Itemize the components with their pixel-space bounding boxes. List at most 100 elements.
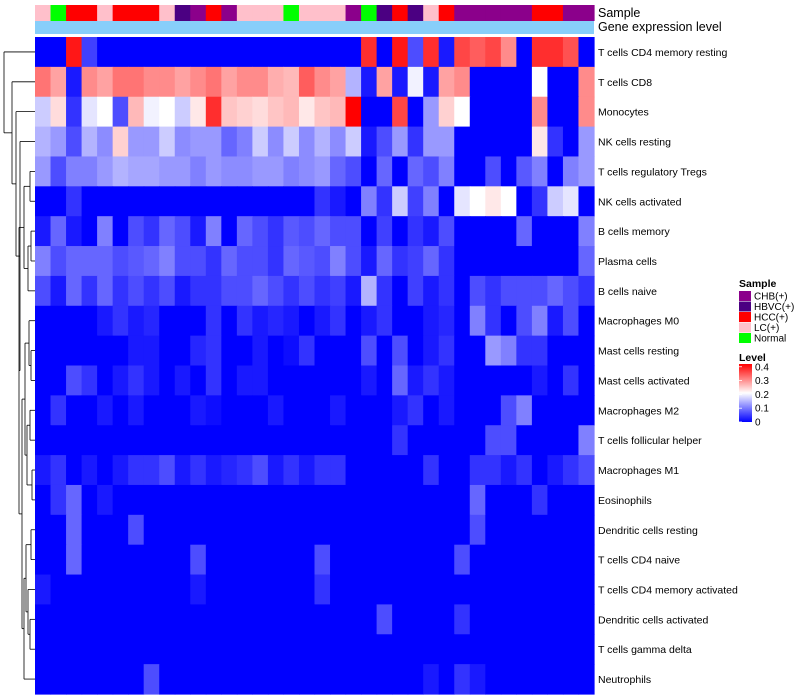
heatmap-cell (547, 484, 564, 516)
heatmap-cell (205, 455, 222, 486)
heatmap-cell (190, 664, 207, 695)
heatmap-cell (531, 96, 549, 128)
sample-annotation-cell (314, 5, 331, 21)
heatmap-cell (174, 664, 191, 695)
heatmap-cell (81, 37, 98, 68)
heatmap-cell (267, 574, 285, 606)
heatmap-cell (407, 335, 424, 367)
heatmap-cell (81, 425, 98, 456)
heatmap-cell (143, 514, 160, 546)
heatmap-cell (500, 156, 517, 187)
heatmap-cell (578, 305, 595, 337)
heatmap-cell (66, 664, 83, 695)
heatmap-cell (562, 126, 580, 158)
heatmap-cell (330, 574, 347, 606)
heatmap-cell (562, 37, 580, 68)
heatmap-cell (143, 544, 160, 576)
heatmap-cell (469, 634, 486, 665)
heatmap-cell (128, 634, 145, 665)
heatmap-cell (205, 335, 222, 367)
heatmap-cell (361, 216, 378, 247)
heatmap-cell (330, 186, 347, 217)
heatmap-cell (159, 335, 176, 367)
heatmap-cell (516, 126, 533, 158)
heatmap-cell (50, 216, 67, 247)
heatmap-cell (314, 156, 331, 187)
heatmap-cell (578, 275, 595, 307)
heatmap-cell (97, 425, 114, 456)
heatmap-cell (252, 96, 269, 128)
level-legend-tick-label: 0 (755, 418, 761, 429)
heatmap-cell (438, 66, 455, 98)
heatmap-cell (190, 604, 207, 635)
heatmap-cell (298, 544, 316, 576)
heatmap-cell (531, 37, 549, 68)
heatmap-cell (128, 574, 145, 606)
heatmap-cell (361, 604, 378, 635)
heatmap-cell (50, 335, 67, 367)
heatmap-cell (190, 275, 207, 307)
heatmap-cell (547, 37, 564, 68)
heatmap-cell (454, 544, 471, 576)
heatmap-cell (252, 126, 269, 158)
heatmap-cell (236, 126, 253, 158)
heatmap-cell (438, 425, 455, 456)
heatmap-cell (128, 514, 145, 546)
heatmap-cell (159, 216, 176, 247)
heatmap-cell (392, 574, 409, 606)
row-label: Plasma cells (598, 256, 657, 268)
heatmap-cell (267, 484, 285, 516)
heatmap-cell (298, 96, 316, 128)
heatmap-cell (267, 126, 285, 158)
heatmap-cell (97, 305, 114, 337)
heatmap-cell (283, 514, 300, 546)
heatmap-cell (361, 156, 378, 187)
heatmap-cell (35, 395, 52, 426)
heatmap-cell (50, 126, 67, 158)
heatmap-cell (221, 544, 238, 576)
heatmap-cell (205, 186, 222, 217)
heatmap-cell (469, 246, 486, 277)
heatmap-cell (547, 365, 564, 396)
heatmap-cell (547, 66, 564, 98)
heatmap-cell (500, 216, 517, 247)
heatmap-cell (438, 275, 455, 307)
heatmap-cell (361, 455, 378, 486)
heatmap-cell (236, 514, 253, 546)
heatmap-cell (236, 574, 253, 606)
heatmap-cell (205, 156, 222, 187)
heatmap-cell (469, 275, 486, 307)
heatmap-cell (485, 66, 502, 98)
heatmap-cell (267, 544, 285, 576)
heatmap-cell (423, 455, 440, 486)
heatmap-cell (361, 395, 378, 426)
heatmap-cell (50, 246, 67, 277)
heatmap-cell (128, 365, 145, 396)
heatmap-cell (531, 66, 549, 98)
heatmap-cell (190, 365, 207, 396)
heatmap-cell (298, 604, 316, 635)
heatmap-cell (143, 275, 160, 307)
heatmap-cell (361, 96, 378, 128)
heatmap-cell (221, 395, 238, 426)
sample-annotation-cell (221, 5, 238, 21)
heatmap-cell (205, 66, 222, 98)
heatmap-cell (128, 305, 145, 337)
heatmap-cell (392, 514, 409, 546)
heatmap-cell (469, 544, 486, 576)
heatmap-cell (500, 275, 517, 307)
heatmap-cell (298, 275, 316, 307)
heatmap-cell (81, 484, 98, 516)
heatmap-cell (97, 544, 114, 576)
heatmap-cell (469, 96, 486, 128)
sample-legend-swatch (739, 322, 751, 333)
heatmap-cell (500, 96, 517, 128)
heatmap-cell (221, 216, 238, 247)
level-colorbar (739, 364, 752, 422)
heatmap-cell (298, 484, 316, 516)
heatmap-cell (50, 365, 67, 396)
heatmap-cell (578, 335, 595, 367)
row-label: B cells memory (598, 226, 671, 238)
heatmap-cell (407, 634, 424, 665)
heatmap-cell (252, 455, 269, 486)
